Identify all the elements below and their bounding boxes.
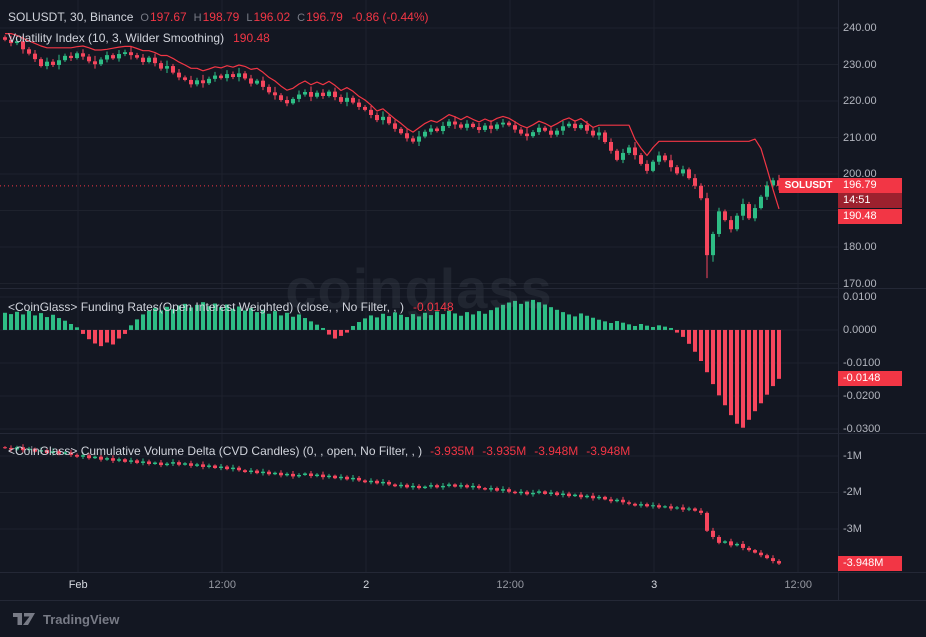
cvd-legend-row[interactable]: <CoinGlass> Cumulative Volume Delta (CVD… (8, 441, 630, 462)
pane3-legend: <CoinGlass> Cumulative Volume Delta (CVD… (8, 441, 630, 462)
bottom-toolbar: TradingView (0, 601, 926, 637)
scale-tick-label: 230.00 (843, 58, 877, 71)
price-change: -0.86 (-0.44%) (351, 10, 429, 24)
time-axis[interactable]: Feb 12:00 2 12:00 3 12:00 (0, 572, 926, 601)
ohlc-values: O197.67 H198.79 L196.02 C196.79 (133, 10, 342, 24)
cvd-ohlc-value: -3.948M (534, 444, 579, 458)
tradingview-wordmark: TradingView (43, 611, 120, 627)
pane2-pane3-separator[interactable] (0, 433, 926, 434)
cvd-ohlc-value: -3.935M (430, 444, 475, 458)
pane1-pane2-separator[interactable] (0, 288, 926, 289)
time-tick-label: Feb (68, 579, 88, 591)
funding-legend-row[interactable]: <CoinGlass> Funding Rates(Open Interest … (8, 297, 454, 318)
symbol-legend-row[interactable]: SOLUSDT, 30, Binance O197.67 H198.79 L196.0… (8, 7, 429, 28)
cvd-ohlc-value: -3.935M (482, 444, 527, 458)
cvd-indicator-name: <CoinGlass> Cumulative Volume Delta (CVD… (8, 444, 423, 458)
scale-tick-label: 240.00 (843, 22, 877, 35)
volatility-legend-row[interactable]: Volatility Index (10, 3, Wilder Smoothin… (8, 28, 429, 49)
scale-tick-label: -1M (843, 449, 862, 462)
symbol-price-label: SOLUSDT (779, 178, 838, 194)
funding-value-badge: -0.0148 (838, 371, 902, 387)
tradingview-logo-icon (13, 613, 35, 625)
time-axis-separator (0, 572, 926, 573)
scale-tick-label: 0.0100 (843, 290, 877, 303)
scale-tick-label: -0.0100 (843, 356, 881, 369)
ohlc-h: H198.79 (193, 10, 240, 24)
time-tick-label: 3 (651, 579, 658, 591)
price-scale-separator (838, 0, 839, 601)
volatility-indicator-name: Volatility Index (10, 3, Wilder Smoothin… (8, 31, 225, 45)
scale-tick-label: 220.00 (843, 95, 877, 108)
toolbar-separator (0, 600, 926, 601)
tradingview-logo-link[interactable]: TradingView (12, 612, 119, 627)
chart-canvas[interactable] (0, 0, 926, 572)
cvd-ohlc-value: -3.948M (586, 444, 631, 458)
last-price-badge: 196.79 (838, 178, 902, 194)
scale-tick-label: -0.0300 (843, 423, 881, 436)
time-tick-label: 12:00 (496, 579, 524, 591)
ohlc-l: L196.02 (246, 10, 291, 24)
scale-tick-label: 0.0000 (843, 323, 877, 336)
scale-tick-label: 200.00 (843, 168, 877, 181)
ohlc-c: C196.79 (297, 10, 343, 24)
cvd-ohlc-values: -3.935M -3.935M -3.948M -3.948M (422, 444, 630, 458)
scale-tick-label: 170.00 (843, 277, 877, 290)
volatility-value-badge: 190.48 (838, 208, 902, 224)
scale-tick-label: 210.00 (843, 131, 877, 144)
time-tick-label: 12:00 (784, 579, 812, 591)
time-tick-label: 2 (363, 579, 370, 591)
price-scale[interactable]: SOLUSDT 196.79 14:51 190.48 -0.0148 -3.9… (779, 0, 926, 572)
funding-indicator-value: -0.0148 (412, 300, 454, 314)
volatility-indicator-value: 190.48 (233, 31, 270, 45)
time-tick-label: 12:00 (208, 579, 236, 591)
scale-tick-label: -0.0200 (843, 390, 881, 402)
scale-tick-label: -3M (843, 522, 862, 535)
funding-indicator-name: <CoinGlass> Funding Rates(Open Interest … (8, 300, 404, 314)
cvd-value-badge: -3.948M (838, 556, 902, 572)
bar-countdown-badge: 14:51 (838, 193, 902, 209)
scale-tick-label: -2M (843, 486, 862, 499)
scale-tick-label: 180.00 (843, 241, 877, 254)
symbol-title: SOLUSDT, 30, Binance (8, 10, 134, 24)
pane1-legend: SOLUSDT, 30, Binance O197.67 H198.79 L196.0… (8, 7, 429, 49)
pane2-legend: <CoinGlass> Funding Rates(Open Interest … (8, 297, 454, 318)
ohlc-o: O197.67 (140, 10, 187, 24)
